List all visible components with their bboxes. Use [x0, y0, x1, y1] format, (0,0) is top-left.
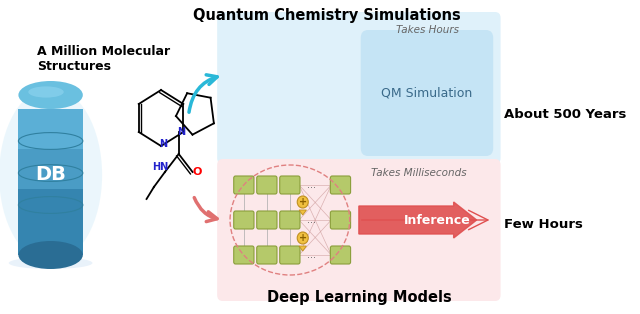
- Text: Few Hours: Few Hours: [504, 219, 583, 231]
- Text: QM Simulation: QM Simulation: [381, 86, 472, 100]
- Text: N: N: [159, 139, 167, 149]
- FancyBboxPatch shape: [234, 246, 254, 264]
- FancyBboxPatch shape: [217, 12, 500, 164]
- Text: Takes Hours: Takes Hours: [396, 25, 460, 35]
- Ellipse shape: [19, 241, 83, 269]
- Polygon shape: [299, 210, 307, 215]
- Text: HN: HN: [152, 162, 168, 172]
- Text: About 500 Years: About 500 Years: [504, 109, 627, 122]
- FancyBboxPatch shape: [280, 211, 300, 229]
- Text: N: N: [177, 127, 186, 137]
- Ellipse shape: [9, 257, 92, 269]
- Bar: [19, 149, 83, 189]
- FancyBboxPatch shape: [234, 176, 254, 194]
- Polygon shape: [299, 246, 307, 251]
- FancyBboxPatch shape: [234, 211, 254, 229]
- FancyBboxPatch shape: [280, 246, 300, 264]
- Text: A Million Molecular
Structures: A Million Molecular Structures: [37, 45, 170, 73]
- FancyBboxPatch shape: [330, 211, 351, 229]
- Text: ...: ...: [307, 180, 316, 190]
- Text: Quantum Chemistry Simulations: Quantum Chemistry Simulations: [193, 8, 461, 23]
- FancyBboxPatch shape: [257, 246, 277, 264]
- Text: ...: ...: [307, 250, 316, 260]
- Ellipse shape: [19, 81, 83, 109]
- Ellipse shape: [0, 88, 102, 263]
- FancyBboxPatch shape: [361, 30, 493, 156]
- FancyBboxPatch shape: [280, 176, 300, 194]
- Text: Takes Milliseconds: Takes Milliseconds: [371, 168, 467, 178]
- Text: Inference: Inference: [404, 214, 470, 226]
- Bar: [19, 189, 83, 255]
- FancyBboxPatch shape: [257, 176, 277, 194]
- Text: +: +: [299, 197, 307, 207]
- FancyBboxPatch shape: [257, 211, 277, 229]
- Text: DB: DB: [35, 165, 66, 185]
- Circle shape: [297, 232, 308, 244]
- FancyBboxPatch shape: [330, 246, 351, 264]
- FancyBboxPatch shape: [217, 159, 500, 301]
- Ellipse shape: [28, 86, 64, 98]
- FancyBboxPatch shape: [330, 176, 351, 194]
- Text: Deep Learning Models: Deep Learning Models: [266, 290, 451, 305]
- Bar: [19, 109, 83, 149]
- Text: +: +: [299, 233, 307, 243]
- Circle shape: [297, 196, 308, 208]
- Text: O: O: [193, 167, 202, 177]
- FancyArrow shape: [359, 202, 477, 238]
- Text: ...: ...: [307, 215, 316, 225]
